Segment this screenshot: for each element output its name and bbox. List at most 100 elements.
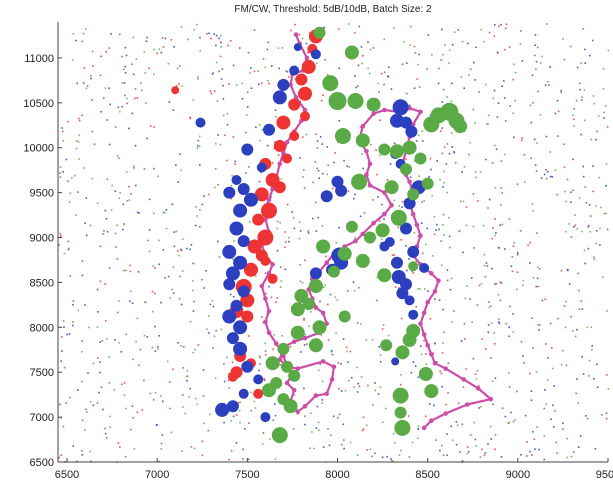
- noise-point: [211, 300, 214, 302]
- noise-point: [581, 96, 583, 98]
- noise-point: [493, 89, 496, 92]
- noise-point: [403, 41, 405, 43]
- noise-point: [67, 240, 70, 243]
- noise-point: [132, 165, 135, 167]
- track-vertex: [320, 359, 326, 364]
- noise-point: [422, 140, 424, 142]
- green-detection-point: [366, 97, 381, 112]
- noise-point: [399, 374, 402, 376]
- noise-point: [264, 272, 267, 275]
- noise-point: [158, 263, 161, 266]
- noise-point: [227, 44, 229, 47]
- noise-point: [217, 183, 219, 186]
- noise-point: [440, 372, 443, 375]
- noise-point: [562, 428, 564, 430]
- noise-point: [180, 26, 183, 28]
- noise-point: [417, 63, 419, 66]
- noise-point: [158, 48, 161, 50]
- red-detection-point: [282, 153, 292, 164]
- noise-point: [371, 455, 373, 458]
- noise-point: [400, 383, 402, 386]
- noise-point: [597, 115, 600, 117]
- red-detection-point: [244, 262, 258, 277]
- noise-point: [492, 97, 495, 100]
- noise-point: [78, 158, 80, 160]
- noise-point: [307, 232, 310, 234]
- noise-point: [409, 187, 412, 190]
- noise-point: [81, 40, 83, 43]
- noise-point: [162, 211, 165, 214]
- noise-point: [130, 193, 132, 195]
- noise-point: [423, 199, 425, 202]
- noise-point: [147, 239, 149, 242]
- track-vertex: [443, 366, 449, 371]
- noise-point: [425, 243, 427, 246]
- noise-point: [96, 202, 99, 204]
- noise-point: [570, 315, 572, 318]
- red-detection-point: [171, 86, 180, 95]
- noise-point: [505, 322, 507, 325]
- noise-point: [578, 82, 581, 85]
- noise-point: [268, 82, 270, 85]
- noise-point: [320, 334, 323, 337]
- noise-point: [550, 418, 552, 420]
- noise-point: [192, 262, 195, 265]
- track-vertex: [320, 310, 326, 316]
- noise-point: [319, 135, 322, 138]
- noise-point: [337, 28, 340, 30]
- noise-point: [114, 339, 116, 341]
- noise-point: [320, 99, 323, 102]
- noise-point: [117, 442, 120, 444]
- noise-point: [226, 123, 229, 126]
- noise-point: [394, 442, 396, 444]
- noise-point: [381, 203, 383, 206]
- noise-point: [321, 172, 324, 175]
- noise-point: [584, 62, 586, 64]
- noise-point: [442, 186, 444, 188]
- noise-point: [570, 201, 572, 203]
- y-tick-label: 10500: [23, 98, 54, 110]
- noise-point: [346, 165, 348, 168]
- blue-detection-point: [260, 412, 271, 423]
- noise-point: [488, 301, 490, 303]
- track-vertex: [291, 339, 297, 345]
- noise-point: [212, 305, 215, 308]
- noise-point: [92, 362, 95, 365]
- noise-point: [481, 338, 483, 340]
- noise-point: [100, 55, 102, 58]
- noise-point: [332, 415, 335, 418]
- blue-detection-point: [237, 183, 250, 195]
- noise-point: [130, 428, 132, 431]
- noise-point: [165, 227, 168, 230]
- track-vertex: [425, 343, 431, 348]
- noise-point: [410, 371, 413, 374]
- noise-point: [146, 137, 148, 140]
- noise-point: [535, 371, 538, 373]
- noise-point: [199, 36, 201, 39]
- noise-point: [510, 265, 513, 267]
- noise-point: [381, 456, 384, 459]
- noise-point: [215, 34, 218, 37]
- noise-point: [160, 447, 163, 450]
- noise-point: [360, 322, 362, 325]
- noise-point: [572, 114, 574, 116]
- noise-point: [340, 443, 343, 446]
- noise-point: [545, 343, 547, 345]
- noise-point: [169, 297, 172, 299]
- noise-point: [568, 283, 571, 285]
- noise-point: [69, 192, 72, 194]
- noise-point: [109, 426, 111, 428]
- noise-point: [72, 324, 74, 327]
- noise-point: [106, 178, 109, 181]
- noise-point: [206, 328, 208, 330]
- noise-point: [369, 48, 372, 51]
- noise-point: [81, 340, 83, 342]
- noise-point: [273, 403, 276, 405]
- noise-point: [315, 62, 318, 65]
- noise-point: [553, 385, 555, 387]
- noise-point: [376, 299, 378, 302]
- noise-point: [519, 230, 522, 232]
- noise-point: [152, 310, 154, 313]
- blue-detection-point: [244, 192, 258, 207]
- track-vertex: [410, 211, 416, 217]
